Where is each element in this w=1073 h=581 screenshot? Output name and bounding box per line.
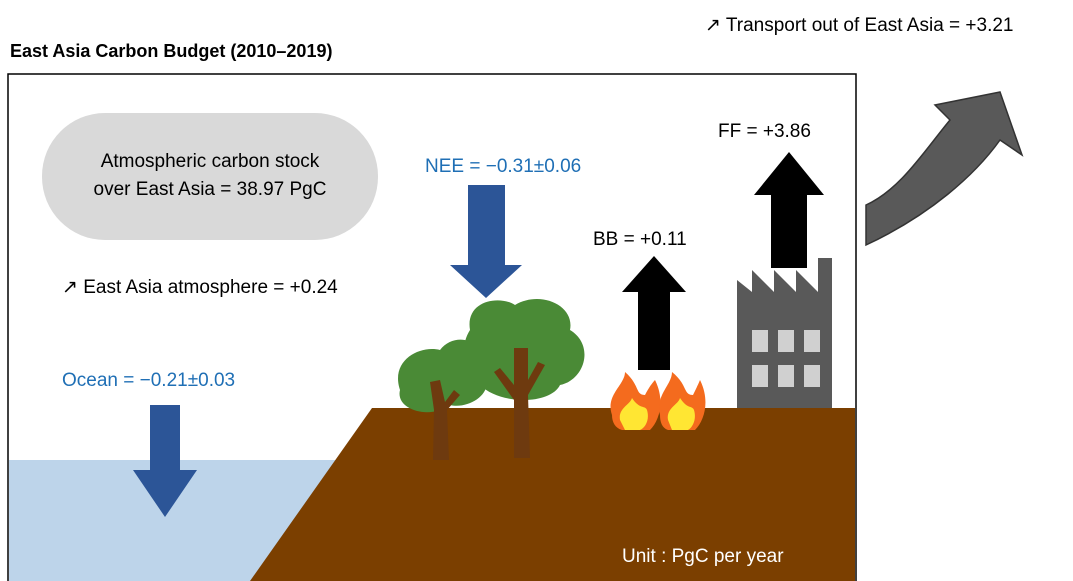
nee-label: NEE = −0.31±0.06 bbox=[425, 156, 581, 177]
bb-arrow bbox=[622, 256, 686, 370]
fires bbox=[610, 372, 706, 430]
atmosphere-label: ↗ East Asia atmosphere = +0.24 bbox=[62, 277, 338, 298]
ff-label: FF = +3.86 bbox=[718, 121, 811, 142]
factory bbox=[737, 258, 832, 408]
title: East Asia Carbon Budget (2010–2019) bbox=[10, 41, 332, 61]
nee-arrow bbox=[450, 185, 522, 298]
ocean-arrow bbox=[133, 405, 197, 517]
ocean-label: Ocean = −0.21±0.03 bbox=[62, 370, 235, 391]
trees bbox=[398, 299, 585, 460]
unit-label: Unit : PgC per year bbox=[622, 546, 784, 567]
land bbox=[250, 408, 855, 581]
transport-label: ↗ Transport out of East Asia = +3.21 bbox=[705, 15, 1014, 36]
stock-label: over East Asia = 38.97 PgC bbox=[94, 179, 327, 200]
ff-arrow bbox=[754, 152, 824, 268]
stock-label: Atmospheric carbon stock bbox=[101, 151, 320, 172]
transport-arrow bbox=[865, 91, 1024, 247]
bb-label: BB = +0.11 bbox=[593, 229, 687, 250]
stock-pill bbox=[42, 113, 378, 240]
